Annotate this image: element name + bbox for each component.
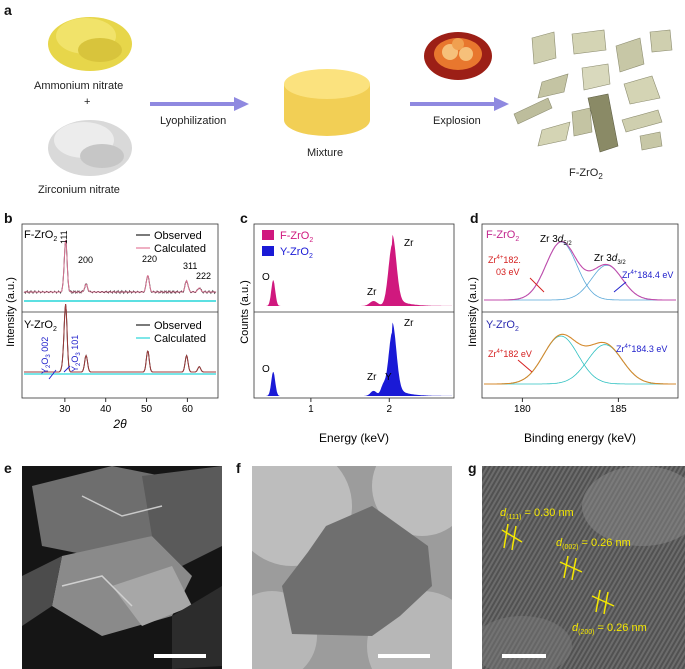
hrtem-scale-bar [502,654,546,658]
xps-bot-left-arrow [517,359,533,373]
xps-zr52-label: Zr 3d5/2 [540,234,572,247]
xps-top-right-annotation: Zr4+184.4 eV [622,270,673,280]
panel-label-f: f [236,460,241,476]
xrd-y2o3-002-label: Y2O3 002 [40,337,52,374]
xps-bot-right-annotation: Zr4+184.3 eV [616,344,667,354]
d200-label: d(200) = 0.26 nm [572,622,647,636]
xrd-legend-observed: Observed [154,230,202,242]
xrd-frame [21,223,219,399]
eds-legend-y-swatch [262,246,274,256]
xps-zr32-label: Zr 3d3/2 [594,253,626,266]
eds-o-bot-label: O [262,364,270,375]
xps-chart: F-ZrO2 Zr 3d5/2 Zr 3d3/2 Zr4+182. 03 eV … [467,223,679,445]
eds-zr-top-small-label: Zr [367,287,377,298]
panel-label-d: d [470,210,479,226]
xps-xtick-label-185: 185 [610,404,627,415]
xrd-peak-111: 111 [59,230,69,244]
eds-zr-bot-small-label: Zr [367,372,377,383]
xps-top-envelope [484,241,676,301]
xps-top-left-annotation-2: 03 eV [496,267,520,277]
mixture-cylinder [284,69,370,136]
zirconium-nitrate-label: Zirconium nitrate [38,184,120,196]
xrd-ylabel: Intensity (a.u.) [5,277,17,347]
eds-xtick-label-1: 1 [308,404,314,415]
xrd-peak-200: 200 [78,255,93,265]
xrd-top-sample-label: F-ZrO2 [24,229,57,243]
panel-label-b: b [4,210,13,226]
f-zro2-label: F-ZrO2 [569,167,603,182]
xps-ylabel: Intensity (a.u.) [467,277,479,347]
sem-scale-bar [154,654,206,658]
d111-marker [501,523,523,551]
tem-micrograph [252,466,452,669]
eds-legend-f-swatch [262,230,274,240]
xps-frame [481,223,679,399]
xrd-peak-311: 311 [183,261,197,271]
xrd-y2o3-101-label: Y2O3 101 [70,335,82,372]
eds-frame [253,223,455,399]
ammonium-nitrate-label: Ammonium nitrate [34,80,124,92]
xrd-bottom-sample-label: Y-ZrO2 [24,319,57,333]
xps-top-left-annotation: Zr4+182. [488,255,521,265]
lyophilization-label: Lyophilization [160,115,227,127]
xps-top-left-arrow [529,277,545,293]
panel-label-g: g [468,460,477,476]
xrd-peak-222: 222 [196,271,211,281]
xrd-xlabel: 2θ [112,417,127,431]
xrd-legend-calculated: Calculated [154,243,206,255]
d002-marker [559,555,583,581]
tem-scale-bar [378,654,430,658]
xrd-xtick-label-60: 60 [182,404,194,415]
f-zro2-flakes-image [513,29,673,153]
eds-xlabel: Energy (keV) [319,431,389,445]
xrd-top-calculated-line [24,240,216,293]
explosion-image [424,32,492,80]
panel-label-a: a [4,2,12,18]
xrd-bottom-calculated-line [24,304,216,373]
plus-sign: + [84,96,91,108]
eds-o-top-label: O [262,272,270,283]
mixture-label: Mixture [307,147,344,159]
d111-label: d(111) = 0.30 nm [500,507,574,521]
panel-label-e: e [4,460,12,476]
eds-chart: F-ZrO2 Y-ZrO2 O Zr Zr O Zr Y Zr 1 2 Count… [240,223,455,445]
xrd-xtick-label-40: 40 [100,404,112,415]
eds-y-bot-label: Y [385,372,392,383]
xps-xtick-label-180: 180 [514,404,531,415]
sem-micrograph [22,466,222,669]
eds-xtick-label-2: 2 [386,404,392,415]
xrd-xtick-label-50: 50 [141,404,153,415]
xps-top-sample-label: F-ZrO2 [486,229,519,243]
xrd-y2o3-101-arrow [63,365,71,373]
xrd-chart: F-ZrO2 Observed Calculated 111 200 220 3… [5,223,219,431]
explosion-arrow [410,97,509,111]
lyophilization-arrow [150,97,249,111]
xps-bottom-envelope [484,333,676,385]
panel-label-c: c [240,210,248,226]
hrtem-micrograph: d(111) = 0.30 nm d(002) = 0.26 nm d(200)… [482,466,685,669]
xps-bot-left-annotation: Zr4+182 eV [488,349,532,359]
eds-legend-y: Y-ZrO2 [280,246,313,260]
eds-legend-f: F-ZrO2 [280,230,313,244]
eds-y-zro2-spectrum [256,322,452,396]
zirconium-nitrate-image [48,120,132,176]
xrd-legend2-observed: Observed [154,320,202,332]
xps-top-right-arrow [613,281,627,293]
d200-marker [591,589,615,615]
xps-xlabel: Binding energy (keV) [524,431,636,445]
eds-ylabel: Counts (a.u.) [240,280,251,344]
eds-zr-bot-big-label: Zr [404,318,414,329]
xrd-peak-220: 220 [142,254,157,264]
explosion-label: Explosion [433,115,481,127]
xps-bottom-sample-label: Y-ZrO2 [486,319,519,333]
eds-zr-top-big-label: Zr [404,238,414,249]
eds-f-zro2-spectrum [256,234,452,306]
xrd-xtick-label-30: 30 [59,404,71,415]
xrd-legend2-calculated: Calculated [154,333,206,345]
xrd-y2o3-002-arrow [48,369,57,380]
ammonium-nitrate-image [48,17,132,71]
d002-label: d(002) = 0.26 nm [556,537,631,551]
